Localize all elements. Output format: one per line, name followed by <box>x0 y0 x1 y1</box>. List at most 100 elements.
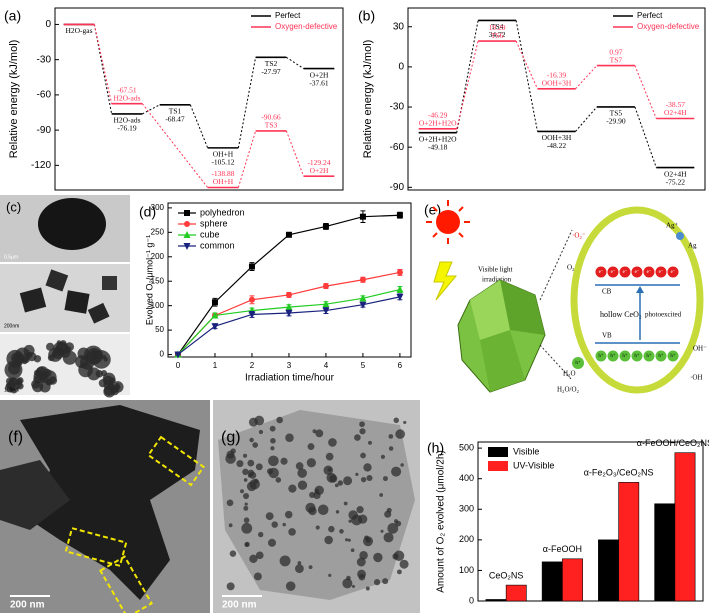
tem-image <box>0 264 130 332</box>
nanoparticle <box>314 485 324 496</box>
marker <box>211 299 218 306</box>
nanoparticle <box>255 551 264 560</box>
hole-label: h⁺ <box>646 353 652 359</box>
value-label: -75.22 <box>666 177 686 186</box>
highlight-box <box>146 435 206 487</box>
nanoparticle <box>253 478 259 484</box>
band-label: VB <box>602 332 612 340</box>
nanoparticle <box>297 480 308 490</box>
nanoparticle <box>359 428 366 435</box>
nanoparticle <box>258 429 264 435</box>
connector <box>575 106 598 132</box>
particle <box>103 375 114 386</box>
x-tick-label: 6 <box>398 361 403 370</box>
nanoparticle <box>315 525 320 530</box>
nanoparticle <box>269 425 276 432</box>
marker <box>359 213 366 220</box>
legend-marker <box>184 210 190 216</box>
legend-label: sphere <box>200 218 228 228</box>
legend-label: Oxygen-defective <box>637 22 700 31</box>
highlight-box <box>64 526 128 568</box>
state-label: H2O-gas <box>65 26 92 35</box>
panel-label: (h) <box>427 440 444 456</box>
state-label: O+2H+H2O <box>419 134 457 143</box>
nanoparticle <box>348 510 358 520</box>
nanoparticle <box>354 434 361 441</box>
nanoparticle <box>343 476 353 486</box>
state-label: OOH+3H <box>542 79 572 88</box>
nanoparticle <box>351 584 356 588</box>
y-tick-label: 150 <box>151 276 165 285</box>
particle <box>102 276 117 290</box>
nanoparticle <box>252 442 258 448</box>
species-label: O₂ <box>567 264 575 272</box>
hole-label: h⁺ <box>575 360 581 366</box>
connector <box>575 65 598 90</box>
connector <box>93 24 113 114</box>
nanoparticle <box>344 538 349 542</box>
marker <box>359 301 367 309</box>
nanoparticle <box>350 548 355 553</box>
scale-bar-label: 0.5μm <box>4 254 18 260</box>
particle <box>0 460 70 530</box>
y-tick-label: -30 <box>37 54 52 65</box>
species-label: Ag⁺ <box>666 222 679 230</box>
nanoparticle <box>243 478 248 482</box>
particle <box>19 287 47 313</box>
state-label: O+2H+H2O <box>419 119 457 128</box>
connector <box>285 130 305 177</box>
species-label: OH⁻ <box>693 345 707 353</box>
electron <box>607 266 619 278</box>
value-label: -27.97 <box>261 67 281 76</box>
nanoparticle <box>317 504 329 516</box>
nanoparticle <box>275 477 282 483</box>
polyhedron-face <box>470 280 510 340</box>
nanoparticle <box>356 506 364 514</box>
connector <box>634 106 657 168</box>
nanoparticle <box>355 472 359 477</box>
nanoparticle <box>328 438 337 447</box>
state-label: O2+4H <box>664 108 687 117</box>
y-axis-label: Relative energy (kJ/mol) <box>362 40 374 159</box>
value-label: -38.57 <box>666 100 686 109</box>
category-label: α-Fe₂O₃/CeO₂NS <box>584 468 654 478</box>
particle <box>64 290 90 314</box>
polyhedron-face <box>500 280 545 335</box>
nanoparticle <box>399 559 409 569</box>
nanoparticle <box>307 443 315 451</box>
connector <box>93 24 113 104</box>
marker <box>285 231 292 238</box>
nanoparticle <box>328 573 332 577</box>
y-tick-label: 300 <box>151 203 165 212</box>
particle <box>77 347 90 360</box>
nanoparticle <box>308 565 313 570</box>
legend-label: UV-Visible <box>513 460 554 470</box>
nanoparticle <box>253 572 262 581</box>
panel-label: (a) <box>4 8 21 24</box>
y-tick-label: -90 <box>390 182 405 193</box>
connector <box>237 130 257 188</box>
image-c: (c) 0.5μm 200nm 100nm <box>0 195 130 398</box>
particle-cluster <box>4 340 124 398</box>
nanoparticle <box>391 466 402 477</box>
y-tick-label: -120 <box>31 160 51 171</box>
nanoparticle <box>382 476 388 482</box>
nanoparticle <box>315 429 324 438</box>
legend-label: Visible <box>513 446 539 456</box>
marker <box>396 212 403 219</box>
x-tick-label: 4 <box>324 361 329 370</box>
marker <box>322 223 329 230</box>
marker <box>174 351 182 359</box>
bar <box>505 584 527 602</box>
nanoparticle <box>226 582 235 591</box>
arrow-head <box>636 286 644 293</box>
x-tick-label: 2 <box>250 361 255 370</box>
scale-bar-label: 200 nm <box>10 600 45 611</box>
electron <box>619 266 631 278</box>
value-label: -90.66 <box>261 113 281 122</box>
state-label: O+2H <box>310 70 329 79</box>
legend-label: Oxygen-defective <box>275 22 338 31</box>
nanoparticle <box>229 550 237 557</box>
guide-line <box>539 229 573 301</box>
